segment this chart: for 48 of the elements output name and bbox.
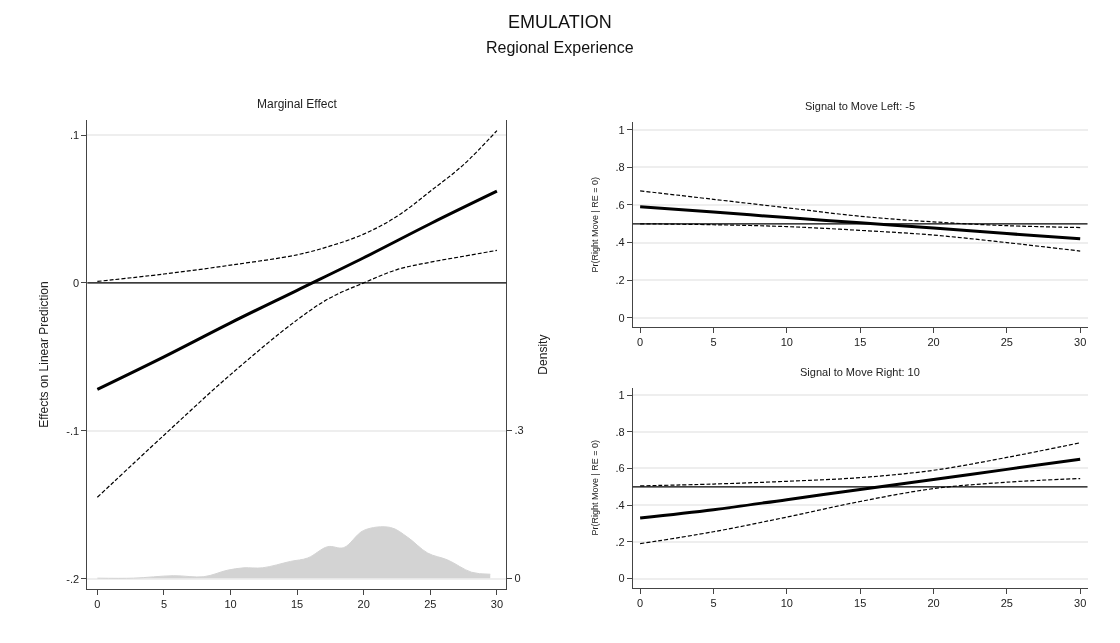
x-tick-label: 25 xyxy=(424,598,437,611)
x-tick-label: 5 xyxy=(160,598,167,611)
x-tick-label: 0 xyxy=(637,596,644,609)
x-tick-label: 20 xyxy=(927,596,940,609)
y-tick-label: .8 xyxy=(615,161,625,174)
x-tick-label: 30 xyxy=(1074,336,1087,349)
x-tick-label: 20 xyxy=(927,336,940,349)
x-tick-label: 15 xyxy=(854,596,867,609)
y-tick-label: 0 xyxy=(618,572,625,585)
x-tick-label: 10 xyxy=(224,598,237,611)
x-tick-label: 25 xyxy=(1000,336,1013,349)
y-tick-label: 0 xyxy=(618,311,625,324)
y-tick-label: .6 xyxy=(615,462,625,475)
y-axis-title: Effects on Linear Prediction xyxy=(36,281,51,428)
y-tick-label: 1 xyxy=(618,388,625,401)
x-tick-label: 5 xyxy=(710,336,717,349)
y2-axis-title: Density xyxy=(535,334,550,375)
x-tick-label: 5 xyxy=(710,596,717,609)
x-tick-label: 25 xyxy=(1000,596,1013,609)
x-tick-label: 20 xyxy=(357,598,370,611)
y2-tick-label: 0 xyxy=(514,572,521,584)
x-tick-label: 0 xyxy=(94,598,101,611)
y-tick-label: .2 xyxy=(615,535,625,548)
chart-title: Signal to Move Left: -5 xyxy=(805,100,916,112)
x-tick-label: 30 xyxy=(1074,596,1087,609)
y-tick-label: -.1 xyxy=(66,424,80,437)
x-tick-label: 15 xyxy=(291,598,304,611)
x-tick-label: 15 xyxy=(854,336,867,349)
x-tick-label: 30 xyxy=(490,598,504,611)
y2-tick-label: .3 xyxy=(514,424,524,437)
text: EMULATION xyxy=(508,12,612,32)
y-axis-title: Pr(Right Move | RE = 0) xyxy=(589,176,600,273)
y-tick-label: .4 xyxy=(615,236,625,249)
y-tick-label: 0 xyxy=(73,276,80,289)
y-tick-label: .1 xyxy=(69,128,80,141)
y-tick-label: .2 xyxy=(615,274,625,287)
y-tick-label: 1 xyxy=(618,123,625,136)
y-tick-label: .8 xyxy=(615,425,625,438)
y-tick-label: .6 xyxy=(615,198,625,211)
x-tick-label: 10 xyxy=(780,596,793,609)
x-tick-label: 0 xyxy=(637,336,644,349)
text: Regional Experience xyxy=(486,39,634,56)
y-tick-label: -.2 xyxy=(66,572,80,585)
chart-title: Marginal Effect xyxy=(257,97,338,111)
y-axis-title: Pr(Right Move | RE = 0) xyxy=(589,439,600,536)
chart-title: Signal to Move Right: 10 xyxy=(800,366,920,378)
x-tick-label: 10 xyxy=(780,336,793,349)
y-tick-label: .4 xyxy=(615,499,625,511)
